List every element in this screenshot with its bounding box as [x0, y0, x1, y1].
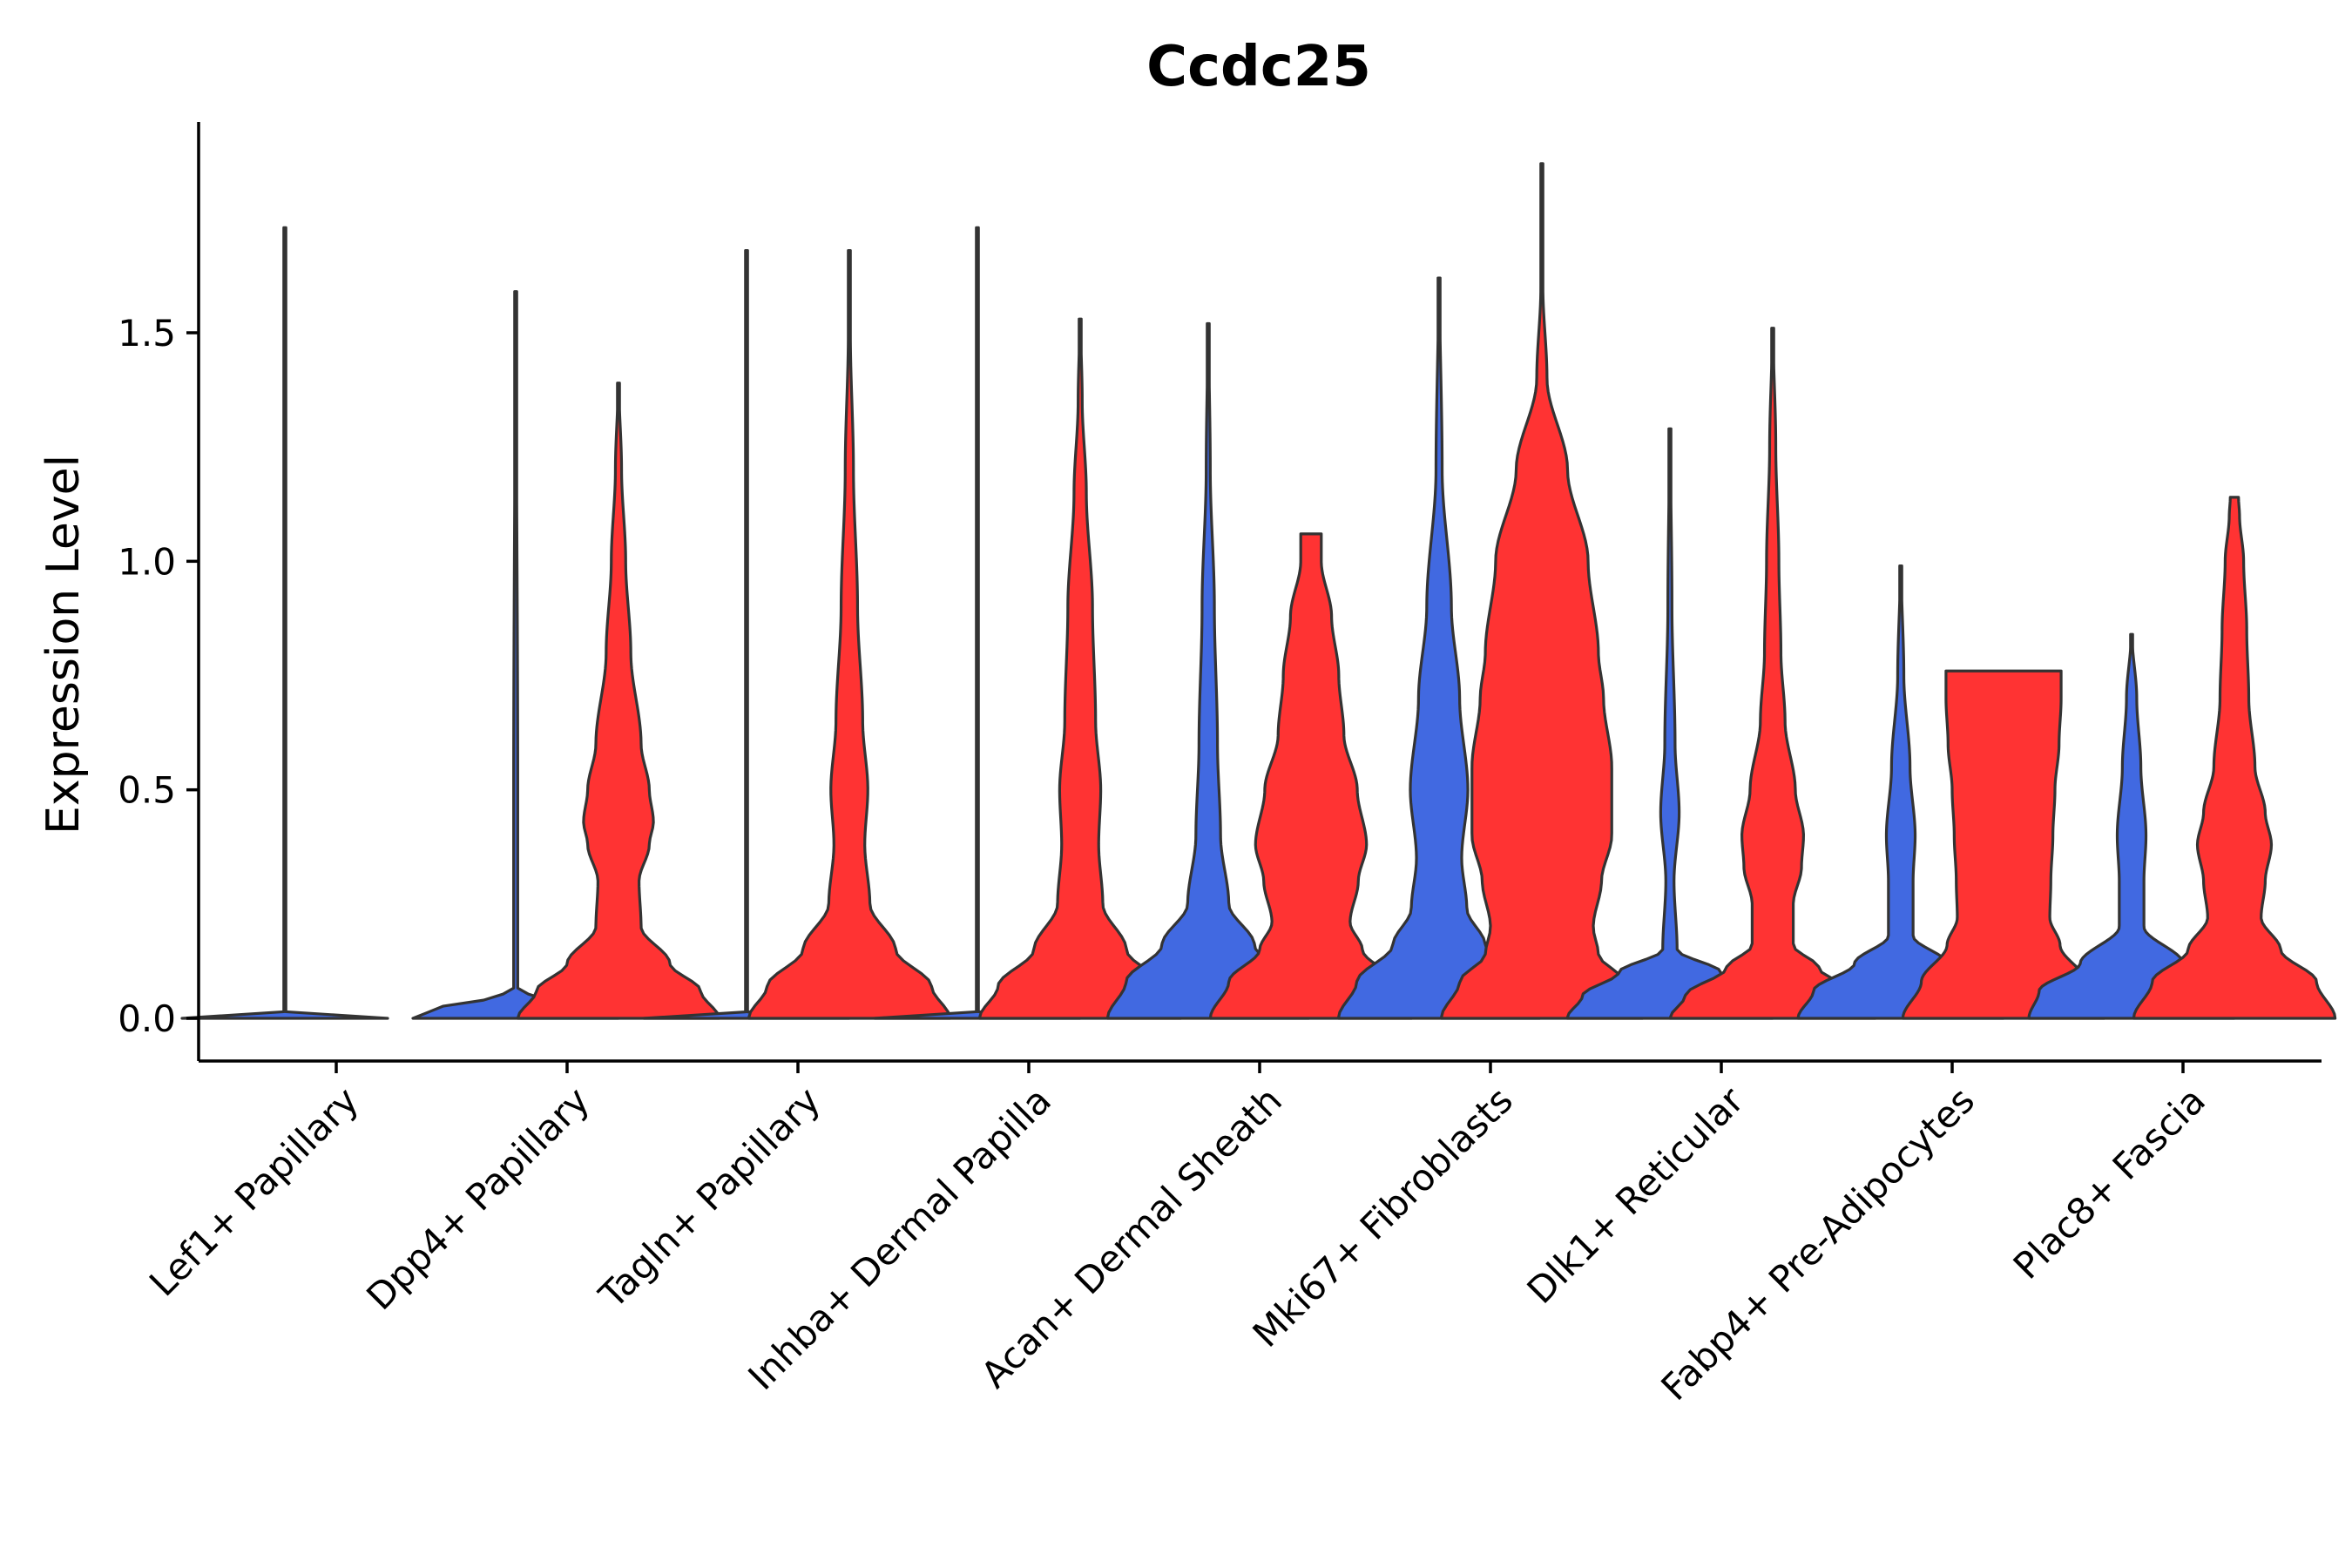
- violin-red-dlk1-reticular: [1668, 327, 1877, 1020]
- violin-red-acan-dermal-sheath: [1208, 532, 1414, 1020]
- x-tick-label-dlk1-reticular: Dlk1+ Reticular: [1519, 1078, 1753, 1312]
- y-axis-label: Expression Level: [37, 455, 90, 835]
- x-tick-label-dpp4-papillary: Dpp4+ Papillary: [358, 1078, 598, 1318]
- violin-blue-dlk1-reticular: [1565, 427, 1774, 1020]
- chart-title: Ccdc25: [1146, 35, 1371, 99]
- violin-red-dpp4-papillary: [516, 382, 721, 1020]
- violin-blue-inhba-dermal-papilla: [873, 226, 1082, 1020]
- violin-blue-tagln-papillary: [642, 248, 851, 1020]
- violin-layer: [180, 162, 2337, 1020]
- x-tick-label-lef1-papillary: Lef1+ Papillary: [141, 1078, 367, 1304]
- x-tick-label-mki67-fibroblasts: Mki67+ Fibroblasts: [1245, 1078, 1521, 1355]
- violin-blue-plac8-fascia: [2027, 632, 2236, 1020]
- y-tick-label: 0.5: [118, 769, 176, 812]
- violin-blue-dpp4-papillary: [411, 290, 620, 1020]
- x-tick-label-plac8-fascia: Plac8+ Fascia: [2005, 1078, 2213, 1287]
- violin-blue-fabp4-pre-adipocytes: [1796, 564, 2005, 1020]
- violin-red-inhba-dermal-papilla: [977, 317, 1183, 1020]
- violin-blue-mki67-fibroblasts: [1336, 276, 1542, 1020]
- violin-blue-acan-dermal-sheath: [1105, 321, 1311, 1020]
- violin-red-tagln-papillary: [747, 248, 952, 1020]
- violin-red-mki67-fibroblasts: [1439, 162, 1645, 1020]
- y-tick-label: 1.5: [118, 312, 176, 355]
- y-tick-label: 1.0: [118, 540, 176, 583]
- y-tick-label: 0.0: [118, 997, 176, 1040]
- violin-red-fabp4-pre-adipocytes: [1901, 669, 2106, 1020]
- violin-red-plac8-fascia: [2132, 496, 2337, 1020]
- x-tick-label-tagln-papillary: Tagln+ Papillary: [591, 1078, 828, 1316]
- violin-blue-lef1-papillary: [180, 226, 389, 1020]
